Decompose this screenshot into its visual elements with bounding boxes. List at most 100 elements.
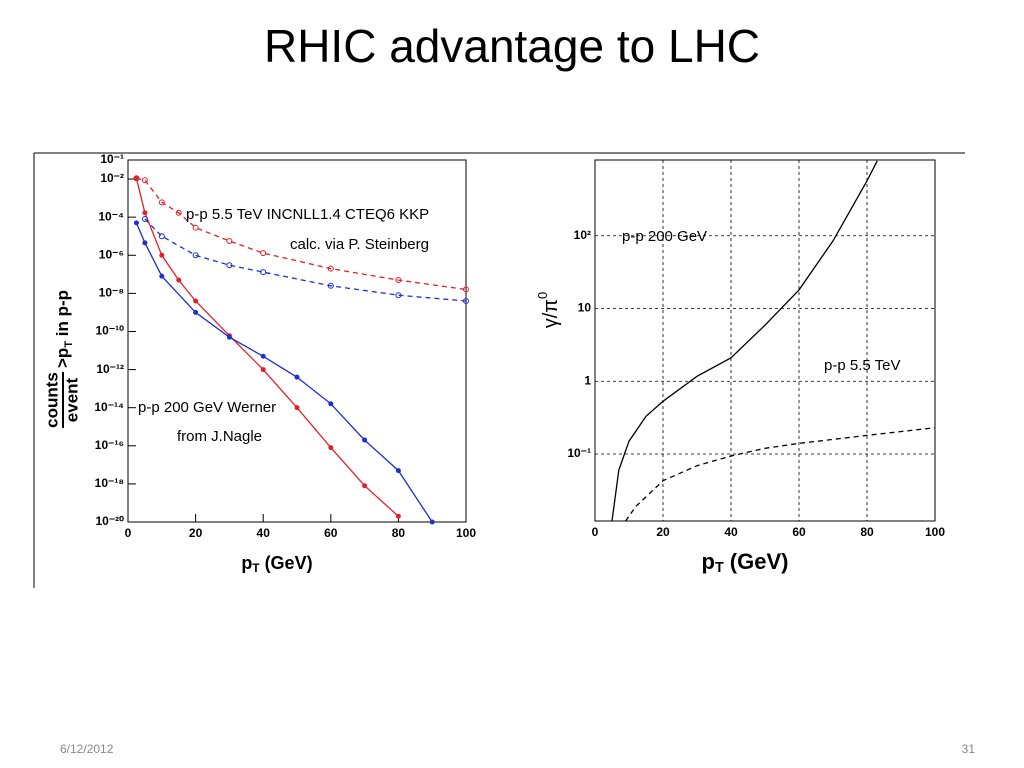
data-point	[395, 468, 401, 474]
data-point	[226, 334, 232, 340]
data-point	[429, 519, 435, 525]
x-axis-label: pT (GeV)	[241, 553, 312, 575]
y-label-numerator: counts	[42, 372, 61, 428]
data-point	[260, 250, 267, 257]
series-line	[144, 218, 466, 302]
y-tick-label: 10⁻¹²	[96, 362, 124, 376]
x-tick-label: 0	[125, 526, 132, 540]
slide-title: RHIC advantage to LHC	[264, 20, 760, 72]
data-point	[395, 277, 402, 284]
data-point	[193, 298, 199, 304]
plot: 0 20 40 60 80 100 10⁻¹ 10⁻² 10⁻⁴ 10⁻⁶ 10⁻⁸ 10⁻¹⁰ 10⁻…	[42, 152, 476, 575]
x-tick-label: 80	[860, 525, 874, 539]
data-point	[158, 233, 165, 240]
data-point	[175, 209, 182, 216]
data-point	[133, 220, 139, 226]
annotation: p-p 200 GeV	[622, 228, 707, 245]
data-point	[294, 405, 300, 411]
annotation: p-p 5.5 TeV	[824, 357, 900, 374]
y-axis-label: counts event >pT in p-p	[42, 290, 81, 428]
y-tick-label: 10⁻¹	[567, 446, 591, 460]
data-point	[193, 309, 199, 315]
plot: 0 20 40 60 80 100 10⁻¹ 1 10 10² p-p 200 GeV p-p 5.5…	[535, 159, 945, 576]
data-point	[260, 269, 267, 276]
data-point	[260, 367, 266, 373]
data-point	[142, 240, 148, 246]
y-tick-label: 10⁻⁴	[98, 209, 124, 223]
x-tick-label: 80	[392, 526, 406, 540]
plot-frame	[127, 159, 467, 523]
slide-number: 31	[962, 742, 976, 756]
data-point	[158, 199, 165, 206]
y-label-part: T	[63, 341, 75, 348]
y-tick-label: 10²	[574, 228, 591, 242]
x-tick-label: 40	[257, 526, 271, 540]
data-point	[159, 252, 165, 258]
y-tick-label: 10⁻¹	[100, 152, 124, 166]
data-point	[328, 401, 334, 407]
x-tick-label: 60	[324, 526, 338, 540]
y-axis-label-part: 0	[535, 292, 550, 299]
data-point	[159, 273, 165, 279]
data-point	[192, 252, 199, 259]
y-tick-label: 10	[578, 301, 592, 315]
annotation: calc. via P. Steinberg	[290, 236, 429, 253]
y-label-text: >pT in p-p	[53, 290, 74, 368]
y-tick-label: 1	[584, 373, 591, 387]
y-label-part: >	[53, 358, 72, 368]
data-point	[395, 513, 401, 519]
y-label-denominator: event	[62, 377, 81, 422]
x-axis-label-part: p	[241, 553, 252, 573]
data-point	[395, 292, 402, 299]
data-point	[176, 277, 182, 283]
data-point	[362, 437, 368, 443]
x-tick-label: 100	[925, 525, 945, 539]
x-axis-label-part: p	[702, 549, 715, 574]
x-tick-label: 0	[592, 525, 599, 539]
series-line	[611, 160, 878, 521]
x-axis-label: pT (GeV)	[702, 549, 789, 576]
series-line	[625, 427, 935, 521]
y-tick-label: 10⁻¹⁸	[95, 476, 124, 490]
data-point	[362, 483, 368, 489]
data-point	[141, 216, 148, 223]
data-point	[294, 374, 300, 380]
y-tick-label: 10⁻²⁰	[96, 514, 125, 528]
x-tick-label: 60	[792, 525, 806, 539]
plot-frame	[594, 159, 936, 522]
y-tick-label: 10⁻¹⁴	[94, 400, 124, 414]
data-point	[463, 286, 469, 293]
x-tick-label: 20	[189, 526, 203, 540]
annotation: p-p 5.5 TeV INCNLL1.4 CTEQ6 KKP	[186, 206, 429, 223]
data-point	[133, 175, 140, 182]
y-tick-label: 10⁻⁸	[99, 286, 124, 300]
y-tick-label: 10⁻¹⁰	[96, 324, 125, 338]
y-axis-label: γ/π0	[535, 292, 562, 329]
data-point	[328, 445, 334, 451]
slide-date: 6/12/2012	[60, 742, 114, 756]
data-point	[142, 210, 148, 216]
data-point	[260, 353, 266, 359]
x-tick-label: 20	[656, 525, 670, 539]
x-axis-label-part: T	[715, 560, 724, 576]
annotation: from J.Nagle	[177, 428, 262, 445]
y-tick-label: 10⁻²	[100, 171, 124, 185]
data-point	[327, 265, 334, 272]
y-axis-label-part: γ/π	[540, 299, 562, 328]
y-label-part: in p-p	[53, 290, 72, 341]
data-point	[192, 224, 199, 231]
y-label-part: p	[53, 348, 72, 358]
data-point	[327, 282, 334, 289]
data-point	[226, 262, 233, 269]
y-tick-label: 10⁻¹⁶	[95, 438, 124, 452]
data-point	[463, 297, 469, 304]
series-line	[136, 177, 466, 291]
x-tick-label: 40	[724, 525, 738, 539]
x-axis-label-part: (GeV)	[724, 549, 789, 574]
y-tick-label: 10⁻⁶	[99, 247, 124, 261]
x-axis-label-part: (GeV)	[260, 553, 313, 573]
x-axis-label-part: T	[252, 562, 260, 575]
annotation: p-p 200 GeV Werner	[138, 399, 276, 416]
